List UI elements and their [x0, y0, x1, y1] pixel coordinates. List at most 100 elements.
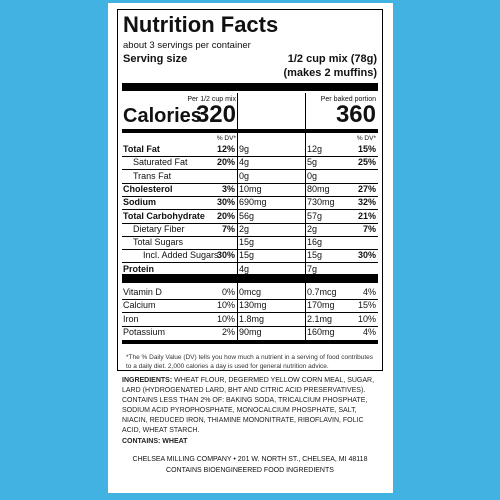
- column-divider: [305, 93, 306, 341]
- footnote: *The % Daily Value (DV) tells you how mu…: [126, 354, 373, 370]
- daily-value: 10%: [357, 313, 376, 324]
- column-header: Per baked portion: [320, 96, 376, 103]
- amount: 56g: [239, 210, 255, 221]
- thick-rule: [122, 274, 378, 283]
- contains: CONTAINS: WHEAT: [122, 438, 188, 445]
- nutrient-name: Total Fat: [123, 144, 160, 154]
- company: CHELSEA MILLING COMPANY • 201 W. NORTH S…: [132, 456, 368, 463]
- amount: 80mg: [307, 183, 330, 194]
- daily-value: 10%: [216, 300, 235, 311]
- amount: 12g: [307, 144, 323, 154]
- amount: 4g: [239, 263, 250, 274]
- amount: 160mg: [307, 326, 335, 337]
- daily-value: 15%: [357, 144, 376, 154]
- amount: 2.1mg: [307, 313, 333, 324]
- amount: 4g: [239, 157, 250, 168]
- amount: 730mg: [307, 197, 335, 208]
- nutrient-name: Potassium: [123, 326, 166, 337]
- nutrient-name: Calcium: [123, 300, 156, 311]
- daily-value: 30%: [357, 250, 376, 261]
- serving-size-note: (makes 2 muffins): [283, 67, 377, 79]
- daily-value: 20%: [216, 157, 235, 168]
- amount: 15g: [239, 250, 255, 261]
- daily-value: 4%: [362, 287, 376, 297]
- daily-value: 2%: [221, 326, 235, 337]
- nutrient-row: Cholesterol 10mg 3% 80mg 27%: [122, 183, 378, 197]
- nutrition-label: Nutrition Facts about 3 servings per con…: [117, 9, 383, 371]
- nutrient-row: Potassium 90mg 2% 160mg 4%: [122, 326, 378, 339]
- amount: 15g: [239, 237, 255, 248]
- nutrient-name: Cholesterol: [123, 183, 173, 194]
- amount: 2g: [307, 223, 318, 234]
- amount: 0g: [239, 170, 250, 181]
- daily-value: 12%: [216, 144, 235, 154]
- dv-header: % DV*: [216, 135, 236, 142]
- daily-value: 25%: [357, 157, 376, 168]
- nutrient-row: Protein 4g 7g: [122, 263, 378, 276]
- nutrient-name: Trans Fat: [133, 170, 172, 181]
- amount: 0g: [307, 170, 318, 181]
- nutrient-name: Vitamin D: [123, 287, 162, 297]
- bioengineered: CONTAINS BIOENGINEERED FOOD INGREDIENTS: [166, 467, 334, 474]
- medium-rule: [122, 340, 378, 344]
- amount: 9g: [239, 144, 250, 154]
- daily-value: 30%: [216, 250, 235, 261]
- amount: 5g: [307, 157, 318, 168]
- amount: 10mg: [239, 183, 262, 194]
- ingredients: WHEAT FLOUR, DEGERMED YELLOW CORN MEAL, …: [122, 377, 375, 434]
- amount: 16g: [307, 237, 323, 248]
- amount: 90mg: [239, 326, 262, 337]
- daily-value: 15%: [357, 300, 376, 311]
- amount: 0mcg: [239, 287, 262, 297]
- nutrient-name: Incl. Added Sugars: [143, 250, 219, 261]
- nutrient-row: Calcium 130mg 10% 170mg 15%: [122, 299, 378, 314]
- column-divider: [237, 93, 238, 341]
- amount: 15g: [307, 250, 323, 261]
- amount: 0.7mcg: [307, 287, 337, 297]
- nutrient-name: Iron: [123, 313, 139, 324]
- nutrient-name: Saturated Fat: [133, 157, 188, 168]
- nutrient-row: Sodium 690mg 30% 730mg 32%: [122, 196, 378, 211]
- ingredients-block: INGREDIENTS: WHEAT FLOUR, DEGERMED YELLO…: [122, 376, 380, 447]
- nutrient-row: Incl. Added Sugars 15g 30% 15g 30%: [122, 249, 378, 264]
- column-header: Per 1/2 cup mix: [187, 96, 236, 103]
- nutrient-row: Trans Fat 0g 0g: [122, 170, 378, 184]
- daily-value: 27%: [357, 183, 376, 194]
- nutrient-row: Saturated Fat 4g 20% 5g 25%: [122, 156, 378, 171]
- calories-value: 360: [335, 101, 376, 128]
- calories-label: Calories: [123, 105, 202, 127]
- daily-value: 21%: [357, 210, 376, 221]
- amount: 130mg: [239, 300, 267, 311]
- nutrient-row: Vitamin D 0mcg 0% 0.7mcg 4%: [122, 286, 378, 300]
- medium-rule: [122, 129, 378, 133]
- nutrient-name: Sodium: [123, 197, 156, 208]
- ingredients-label: INGREDIENTS:: [122, 377, 173, 384]
- daily-value: 7%: [221, 223, 235, 234]
- daily-value: 32%: [357, 197, 376, 208]
- amount: 57g: [307, 210, 323, 221]
- nutrient-name: Dietary Fiber: [133, 223, 185, 234]
- daily-value: 20%: [216, 210, 235, 221]
- amount: 7g: [307, 263, 318, 274]
- amount: 170mg: [307, 300, 335, 311]
- dv-header: % DV*: [356, 135, 376, 142]
- nutrient-row: Iron 1.8mg 10% 2.1mg 10%: [122, 313, 378, 327]
- daily-value: 0%: [221, 287, 235, 297]
- calories-value: 320: [195, 101, 236, 128]
- serving-size: 1/2 cup mix (78g): [287, 53, 377, 65]
- nutrient-name: Total Sugars: [133, 237, 184, 248]
- nutrient-row: Dietary Fiber 2g 7% 2g 7%: [122, 223, 378, 237]
- thick-rule: [122, 83, 378, 91]
- daily-value: 4%: [362, 326, 376, 337]
- nutrient-row: Total Fat 9g 12% 12g 15%: [122, 143, 378, 157]
- nutrient-row: Total Carbohydrate 56g 20% 57g 21%: [122, 210, 378, 224]
- amount: 2g: [239, 223, 250, 234]
- servings: about 3 servings per container: [123, 40, 251, 51]
- amount: 690mg: [239, 197, 267, 208]
- daily-value: 3%: [221, 183, 235, 194]
- nutrient-row: Total Sugars 15g 16g: [122, 236, 378, 251]
- daily-value: 30%: [216, 197, 235, 208]
- daily-value: 7%: [362, 223, 376, 234]
- nutrient-name: Protein: [123, 263, 155, 274]
